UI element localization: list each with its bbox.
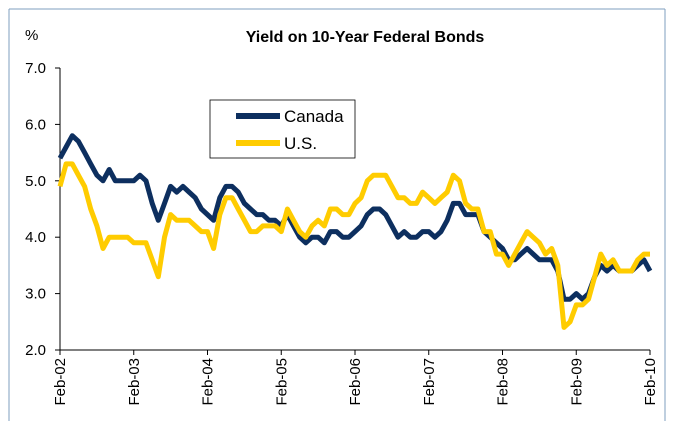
y-tick-label: 5.0	[25, 173, 46, 190]
x-tick-label: Feb-07	[421, 358, 438, 406]
x-tick-label: Feb-04	[200, 358, 217, 406]
x-tick-label: Feb-10	[642, 358, 659, 406]
y-tick-label: 6.0	[25, 116, 46, 133]
y-tick-label: 2.0	[25, 342, 46, 359]
x-tick-label: Feb-03	[126, 358, 143, 406]
legend-label: U.S.	[284, 134, 317, 153]
line-series	[57, 133, 653, 302]
line-series	[57, 161, 650, 330]
y-tick-label: 7.0	[25, 60, 46, 77]
y-tick-label: 3.0	[25, 286, 46, 303]
y-tick-label: 4.0	[25, 229, 46, 246]
x-tick-label: Feb-08	[495, 358, 512, 406]
chart-title: Yield on 10-Year Federal Bonds	[246, 29, 485, 46]
legend-label: Canada	[284, 107, 344, 126]
y-axis-label: %	[25, 27, 38, 44]
x-tick-label: Feb-06	[347, 358, 364, 406]
x-tick-label: Feb-09	[568, 358, 585, 406]
legend-box	[209, 99, 356, 159]
x-tick-label: Feb-05	[273, 358, 290, 406]
x-tick-label: Feb-02	[52, 358, 69, 406]
